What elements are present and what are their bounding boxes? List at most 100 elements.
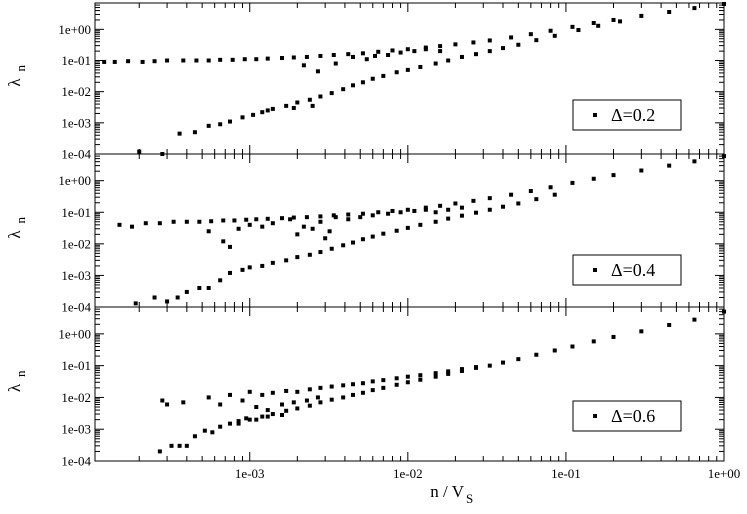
data-point	[206, 123, 211, 128]
data-point	[260, 263, 265, 268]
data-point	[552, 348, 557, 353]
data-point	[534, 352, 539, 357]
y-tick-label: 1e-03	[61, 268, 91, 283]
data-point	[291, 105, 296, 110]
data-point	[295, 255, 300, 260]
panel-frame	[94, 306, 725, 462]
x-tick-label: 1e+00	[708, 466, 741, 481]
data-point	[370, 213, 375, 218]
data-point	[323, 236, 328, 241]
data-point	[405, 47, 410, 52]
data-point	[346, 212, 351, 217]
data-point	[197, 285, 202, 290]
y-tick-label: 1e-01	[61, 358, 91, 373]
data-point	[254, 417, 259, 422]
legend-label: Δ=0.2	[611, 105, 655, 125]
data-point	[247, 417, 252, 422]
data-point	[618, 19, 623, 24]
data-point	[591, 176, 596, 181]
data-point	[232, 218, 237, 223]
data-point	[446, 369, 451, 374]
data-point	[692, 317, 697, 322]
data-point	[236, 419, 241, 424]
data-point	[360, 381, 365, 386]
data-point	[548, 28, 553, 33]
y-tick-label: 1e-04	[61, 454, 91, 469]
data-point	[596, 23, 601, 28]
data-point	[206, 285, 211, 290]
data-point	[667, 10, 672, 15]
data-point	[474, 210, 479, 215]
panel-2: 1e-04 1e-03 1e-02 1e-01 1e+00 λn Δ=0.4	[5, 153, 726, 315]
data-point	[117, 222, 122, 227]
data-point	[346, 52, 351, 57]
y-ticks	[95, 153, 724, 308]
data-point	[376, 49, 381, 54]
data-point	[418, 64, 423, 69]
data-point	[576, 28, 581, 33]
data-point	[184, 443, 189, 448]
data-point	[692, 159, 697, 164]
data-point	[251, 112, 256, 117]
y-tick-label: 1e-03	[61, 422, 91, 437]
data-point	[310, 226, 315, 231]
data-point	[381, 73, 386, 78]
data-point	[639, 329, 644, 334]
data-point	[210, 430, 215, 435]
data-point	[307, 387, 312, 392]
data-point	[280, 216, 285, 221]
data-point	[260, 110, 265, 115]
legend-marker	[593, 268, 597, 272]
data-point	[218, 402, 223, 407]
data-point	[591, 339, 596, 344]
data-point	[202, 428, 207, 433]
y-ticks	[95, 2, 724, 155]
data-point	[318, 214, 323, 219]
data-point	[265, 414, 270, 419]
data-point	[169, 443, 174, 448]
data-point	[433, 371, 438, 376]
data-point	[301, 224, 306, 229]
data-point	[270, 106, 275, 111]
data-point	[218, 278, 223, 283]
data-point	[301, 63, 306, 68]
data-point	[376, 210, 381, 215]
data-point	[386, 53, 391, 58]
data-point	[295, 100, 300, 105]
data-point	[360, 237, 365, 242]
data-point	[295, 232, 300, 237]
panel-frame	[94, 2, 725, 155]
data-point	[221, 239, 226, 244]
data-point	[509, 35, 514, 40]
data-point	[284, 103, 289, 108]
data-point	[133, 301, 138, 306]
data-point	[140, 59, 145, 64]
x-tick-labels: 1e-03 1e-02 1e-01 1e+00	[235, 466, 740, 481]
data-point	[227, 119, 232, 124]
data-point	[341, 87, 346, 92]
data-point	[318, 250, 323, 255]
data-point	[351, 382, 356, 387]
data-point	[341, 395, 346, 400]
y-ticks	[95, 306, 724, 462]
y-axis-label-subscript: n	[13, 370, 28, 377]
data-point	[240, 115, 245, 120]
data-point	[280, 402, 285, 407]
data-point	[197, 219, 202, 224]
data-point	[329, 397, 334, 402]
x-axis-label-subscript: S	[466, 491, 473, 506]
y-tick-label: 1e-02	[61, 84, 91, 99]
data-point	[471, 198, 476, 203]
data-point	[516, 357, 521, 362]
x-axis-title: n / V S	[430, 482, 473, 506]
data-points	[102, 2, 726, 156]
data-point	[177, 443, 182, 448]
data-point	[291, 400, 296, 405]
data-point	[471, 40, 476, 45]
data-point	[175, 295, 180, 300]
data-point	[412, 49, 417, 54]
data-point	[516, 42, 521, 47]
data-point	[722, 154, 726, 159]
legend-marker	[593, 414, 597, 418]
data-point	[265, 108, 270, 113]
